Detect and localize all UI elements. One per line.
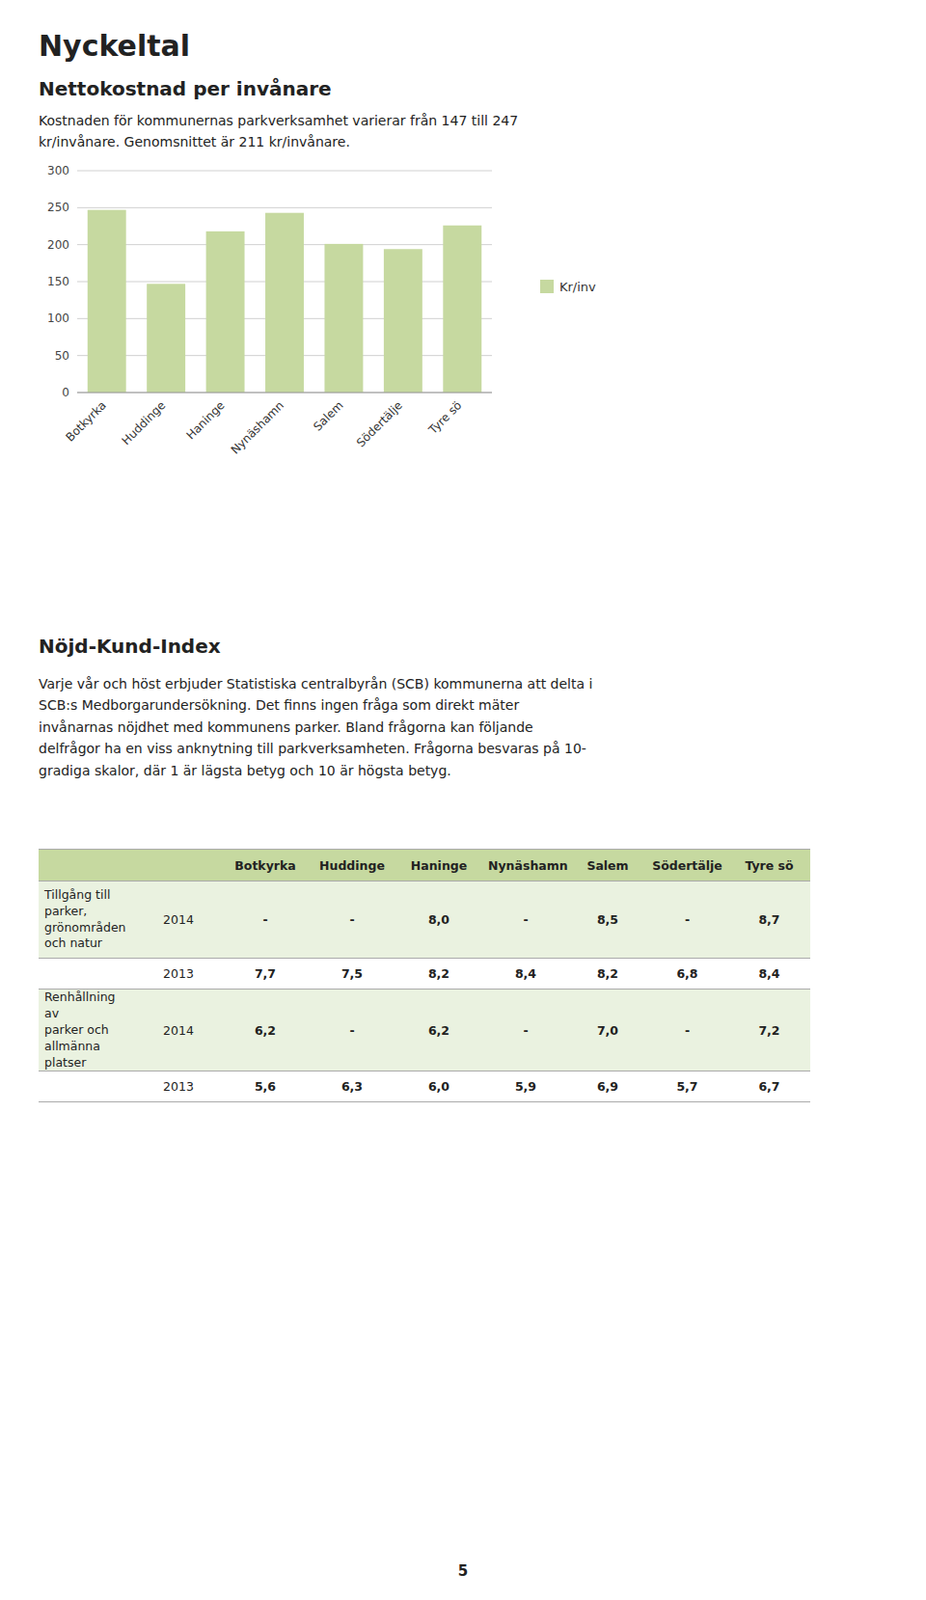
- x-tick-label: Salem: [310, 398, 346, 434]
- table-row: Renhållning av parker och allmänna plats…: [38, 989, 811, 1072]
- value-cell: 8,7: [728, 881, 811, 959]
- value-cell: 8,5: [569, 881, 647, 959]
- y-tick-label: 300: [47, 163, 70, 178]
- row-label-cell: Tillgång till parker, grönområden och na…: [38, 881, 136, 959]
- header-cell: Tyre sö: [728, 849, 811, 882]
- x-tick-label: Botkyrka: [63, 398, 109, 444]
- value-cell: -: [482, 881, 570, 959]
- header-cell: Botkyrka: [221, 849, 309, 882]
- value-cell: 6,0: [395, 1071, 483, 1103]
- value-cell: -: [308, 881, 396, 959]
- table-row: 20135,66,36,05,96,95,76,7: [38, 1071, 811, 1103]
- year-cell: 2014: [135, 881, 222, 959]
- year-cell: 2013: [135, 958, 222, 990]
- value-cell: 8,2: [569, 958, 647, 990]
- row-label-cell: [38, 1071, 136, 1103]
- value-cell: 8,4: [728, 958, 811, 990]
- value-cell: -: [646, 881, 729, 959]
- section-title: Nettokostnad per invånare: [38, 77, 332, 101]
- table-row: 20137,77,58,28,48,26,88,4: [38, 958, 811, 990]
- value-cell: -: [308, 989, 396, 1072]
- value-cell: 5,7: [646, 1071, 729, 1103]
- table: BotkyrkaHuddingeHaningeNynäshamnSalemSöd…: [38, 848, 811, 1103]
- header-cell: Haninge: [395, 849, 483, 882]
- grid-line: [77, 170, 492, 172]
- page-title: Nyckeltal: [38, 28, 191, 63]
- value-cell: 5,6: [221, 1071, 309, 1103]
- value-cell: 6,8: [646, 958, 729, 990]
- value-cell: 6,2: [221, 989, 309, 1072]
- value-cell: -: [221, 881, 309, 959]
- value-cell: 7,2: [728, 989, 811, 1072]
- y-tick-label: 50: [54, 349, 70, 363]
- bar: [383, 248, 423, 393]
- header-row: BotkyrkaHuddingeHaningeNynäshamnSalemSöd…: [38, 849, 811, 882]
- row-label-cell: [38, 958, 136, 990]
- y-tick-label: 200: [47, 238, 70, 252]
- x-tick-label: Södertälje: [354, 398, 406, 450]
- bar: [146, 283, 186, 393]
- y-tick-label: 0: [61, 385, 70, 400]
- value-cell: 7,5: [308, 958, 396, 990]
- value-cell: 7,0: [569, 989, 647, 1072]
- value-cell: 8,0: [395, 881, 483, 959]
- year-cell: 2013: [135, 1071, 222, 1103]
- section-title: Nöjd-Kund-Index: [38, 634, 221, 658]
- value-cell: 5,9: [482, 1071, 570, 1103]
- grid-line: [77, 392, 492, 394]
- year-cell: 2014: [135, 989, 222, 1072]
- header-cell: Nynäshamn: [482, 849, 570, 882]
- value-cell: 7,7: [221, 958, 309, 990]
- y-tick-label: 250: [47, 200, 70, 215]
- grid: [77, 170, 492, 393]
- x-tick-label: Huddinge: [118, 398, 168, 448]
- x-tick-label: Nynäshamn: [228, 398, 287, 457]
- value-cell: -: [646, 989, 729, 1072]
- header-cell: Huddinge: [308, 849, 396, 882]
- x-tick-label: Haninge: [183, 398, 227, 442]
- header-cell: [135, 849, 222, 882]
- x-tick-label: Tyre sö: [425, 398, 464, 437]
- section-text: Kostnaden för kommunernas parkverksamhet…: [38, 109, 518, 154]
- value-cell: -: [482, 989, 570, 1072]
- y-tick-label: 100: [47, 311, 70, 326]
- legend-label: Kr/inv: [559, 279, 597, 295]
- bar-chart: 0 50 100 150 200 250 300 BotkyrkaHuddinge Haning…: [0, 159, 926, 478]
- bar: [265, 213, 304, 393]
- value-cell: 8,4: [482, 958, 570, 990]
- legend-swatch: [540, 279, 554, 294]
- table-row: Tillgång till parker, grönområden och na…: [38, 881, 811, 959]
- grid-line: [77, 207, 492, 209]
- table-body: Tillgång till parker, grönområden och na…: [38, 881, 811, 1103]
- value-cell: 6,2: [395, 989, 483, 1072]
- bar: [442, 225, 482, 393]
- header-cell: [38, 849, 136, 882]
- table-head: BotkyrkaHuddingeHaningeNynäshamnSalemSöd…: [38, 849, 811, 882]
- value-cell: 6,3: [308, 1071, 396, 1103]
- section-text: Varje vår och höst erbjuder Statistiska …: [38, 673, 593, 782]
- value-cell: 8,2: [395, 958, 483, 990]
- header-cell: Salem: [569, 849, 647, 882]
- bar: [87, 210, 127, 393]
- bars: [87, 210, 483, 393]
- x-axis-line: [77, 392, 492, 394]
- y-tick-label: 150: [47, 274, 70, 289]
- bar: [206, 231, 246, 393]
- header-cell: Södertälje: [646, 849, 729, 882]
- value-cell: 6,9: [569, 1071, 647, 1103]
- bar: [324, 244, 363, 393]
- value-cell: 6,7: [728, 1071, 811, 1103]
- row-label-cell: Renhållning av parker och allmänna plats…: [38, 989, 136, 1072]
- page-number: 5: [0, 1562, 926, 1580]
